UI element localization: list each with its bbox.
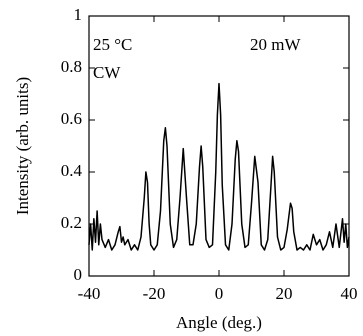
- y-tick-label: 1: [74, 5, 83, 24]
- y-tick-label: 0.6: [61, 109, 82, 128]
- x-tick-label: 40: [341, 284, 358, 303]
- plot-frame: [88, 15, 350, 277]
- annotation: 25 °C: [93, 35, 132, 54]
- y-tick-label: 0.8: [61, 57, 82, 76]
- x-axis-label: Angle (deg.): [176, 313, 262, 332]
- x-tick-label: 0: [215, 284, 224, 303]
- data-line: [88, 82, 350, 251]
- x-tick-label: -20: [143, 284, 166, 303]
- annotation: CW: [93, 63, 121, 82]
- y-tick-label: 0.4: [61, 161, 83, 180]
- y-axis-label: Intensity (arb. units): [13, 77, 32, 215]
- y-tick-label: 0: [74, 265, 83, 284]
- annotation: 20 mW: [250, 35, 301, 54]
- x-tick-label: -40: [78, 284, 101, 303]
- x-tick-label: 20: [276, 284, 293, 303]
- y-tick-label: 0.2: [61, 213, 82, 232]
